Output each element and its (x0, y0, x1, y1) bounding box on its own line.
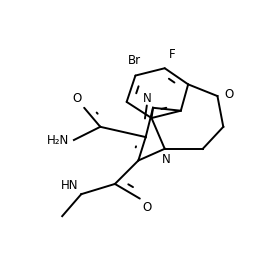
Text: O: O (143, 201, 152, 214)
Text: F: F (169, 48, 175, 61)
Text: Br: Br (127, 54, 140, 67)
Text: N: N (143, 92, 152, 105)
Text: O: O (72, 92, 81, 105)
Text: N: N (162, 153, 171, 166)
Text: H₂N: H₂N (47, 134, 69, 146)
Text: HN: HN (61, 179, 78, 192)
Text: O: O (225, 88, 234, 101)
